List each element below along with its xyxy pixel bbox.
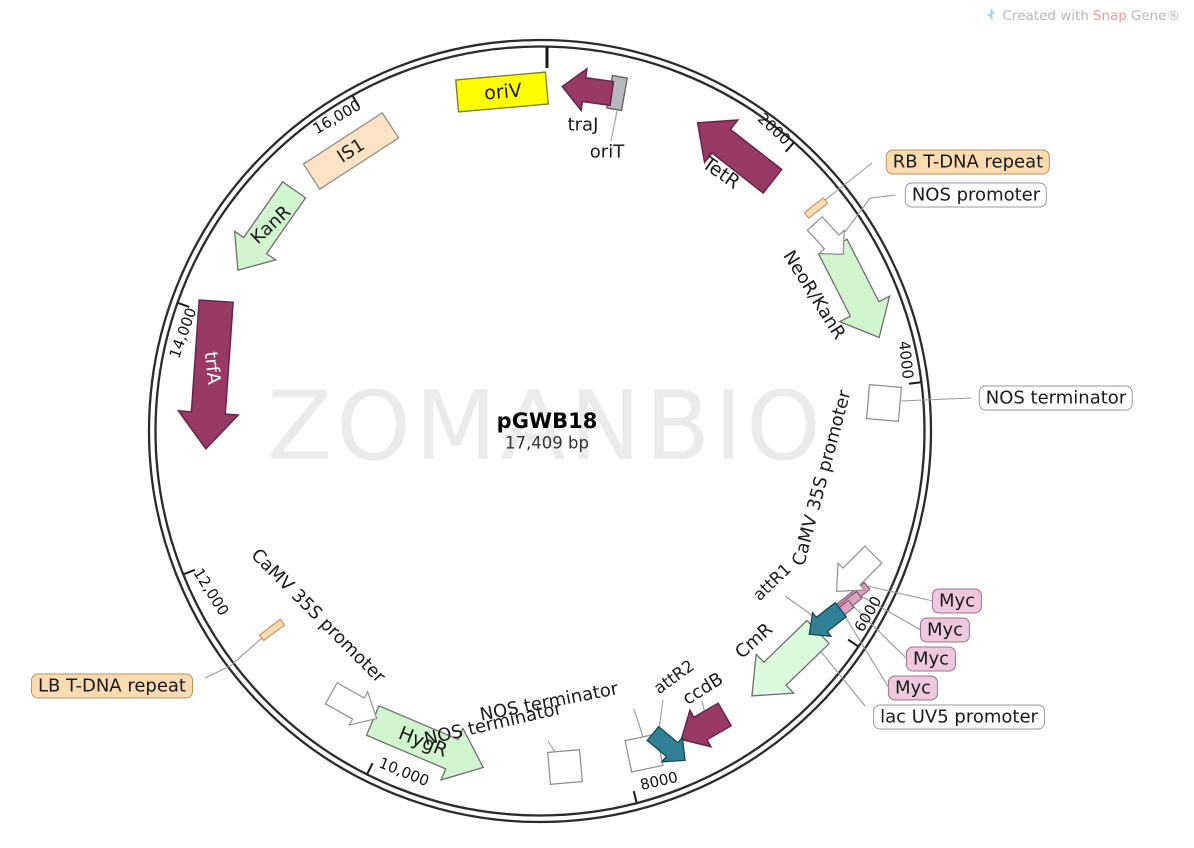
- nos-terminator-feature-2[interactable]: [547, 749, 583, 785]
- callout-myc-4[interactable]: Myc: [887, 675, 939, 701]
- feature-label-orit[interactable]: oriT: [589, 141, 625, 163]
- attR1-arrow[interactable]: [800, 598, 850, 646]
- IS1-feature[interactable]: [302, 111, 400, 191]
- tetR-arrow[interactable]: [681, 101, 789, 202]
- trfA-arrow[interactable]: [176, 299, 246, 451]
- feature-label-trfa[interactable]: trfA: [199, 350, 225, 386]
- credit-gene: Gene®: [1130, 8, 1180, 24]
- attR2-arrow[interactable]: [643, 721, 696, 773]
- camv-35s-promoter-arrow-right[interactable]: [823, 541, 887, 605]
- tick-label-4000: 4000: [895, 340, 917, 380]
- callout-myc-3[interactable]: Myc: [905, 646, 957, 672]
- callout-rb-tdna[interactable]: RB T-DNA repeat: [885, 149, 1051, 175]
- ccdB-arrow[interactable]: [671, 696, 735, 757]
- callout-lb-tdna[interactable]: LB T-DNA repeat: [31, 673, 193, 699]
- hygR-arrow[interactable]: [362, 695, 494, 793]
- feature-label-oriv[interactable]: oriV: [483, 79, 523, 105]
- callout-nos-promoter[interactable]: NOS promoter: [904, 182, 1048, 208]
- plasmid-ring-outer: [147, 38, 933, 824]
- rb-tdna-feature[interactable]: [803, 197, 829, 219]
- snapgene-credit: Created with Snap Gene®: [984, 8, 1180, 24]
- feature-label-traj[interactable]: traJ: [567, 114, 599, 136]
- lb-tdna-feature[interactable]: [258, 618, 286, 642]
- nos-terminator-feature-right[interactable]: [865, 384, 903, 422]
- callout-nos-terminator-right[interactable]: NOS terminator: [978, 385, 1134, 411]
- traJ-arrow[interactable]: [559, 66, 615, 115]
- credit-snap: Snap: [1092, 8, 1127, 24]
- kanR-arrow[interactable]: [217, 176, 314, 285]
- neoR-kanR-arrow[interactable]: [808, 234, 904, 350]
- callout-myc-2[interactable]: Myc: [919, 617, 971, 643]
- plasmid-size: 17,409 bp: [505, 433, 589, 453]
- credit-prefix: Created with: [1002, 8, 1089, 24]
- nos-promoter-arrow[interactable]: [802, 212, 856, 266]
- snapgene-logo-icon: [986, 8, 995, 21]
- watermark: ZOMANBIO: [267, 372, 825, 482]
- camv-35s-promoter-arrow-bottom[interactable]: [322, 677, 386, 735]
- oriV-feature[interactable]: [455, 71, 549, 113]
- cmR-arrow[interactable]: [733, 613, 837, 716]
- plasmid-ring-inner: [154, 45, 926, 817]
- callout-lac-uv5[interactable]: lac UV5 promoter: [873, 704, 1045, 730]
- callout-myc-1[interactable]: Myc: [931, 588, 983, 614]
- leader-lines: [204, 110, 972, 756]
- plasmid-name: pGWB18: [496, 409, 598, 433]
- tick-marks: [177, 95, 922, 804]
